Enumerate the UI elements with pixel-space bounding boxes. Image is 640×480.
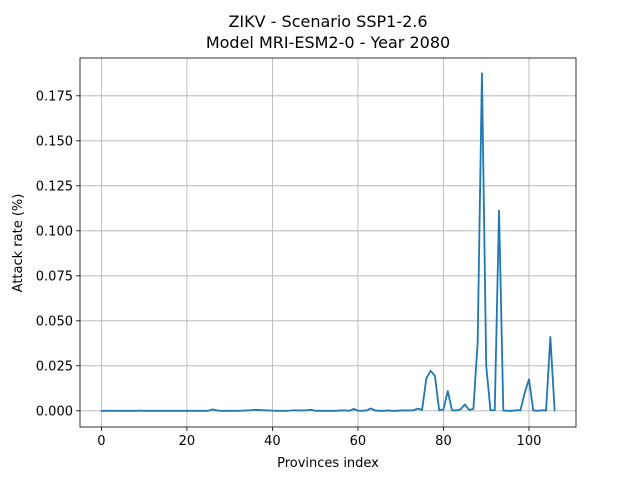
y-tick-label: 0.125: [36, 179, 73, 194]
x-tick-label: 20: [179, 434, 196, 449]
plot-frame: [79, 57, 577, 428]
x-tick-label: 100: [517, 434, 542, 449]
chart-title-line2: Model MRI-ESM2-0 - Year 2080: [206, 33, 450, 52]
x-tick-label: 40: [264, 434, 281, 449]
y-tick-label: 0.175: [36, 89, 73, 104]
y-axis-label: Attack rate (%): [11, 194, 26, 293]
y-tick-label: 0.025: [36, 359, 73, 374]
x-tick-label: 0: [97, 434, 105, 449]
y-tick-label: 0.050: [36, 314, 73, 329]
series-layer: [100, 72, 556, 412]
y-tick-label: 0.075: [36, 269, 73, 284]
x-tick-label: 80: [435, 434, 452, 449]
x-axis-label: Provinces index: [277, 456, 379, 471]
ticks: 0 20 40 60 80 100 0.000 0.025 0.050 0.075 0.100 0.1…: [36, 89, 542, 449]
y-tick-label: 0.100: [36, 224, 73, 239]
series-line: [100, 72, 556, 412]
x-tick-label: 60: [350, 434, 367, 449]
y-tick-label: 0.000: [36, 404, 73, 419]
grid: [80, 58, 576, 427]
chart-title-line1: ZIKV - Scenario SSP1-2.6: [228, 12, 427, 31]
y-tick-label: 0.150: [36, 134, 73, 149]
